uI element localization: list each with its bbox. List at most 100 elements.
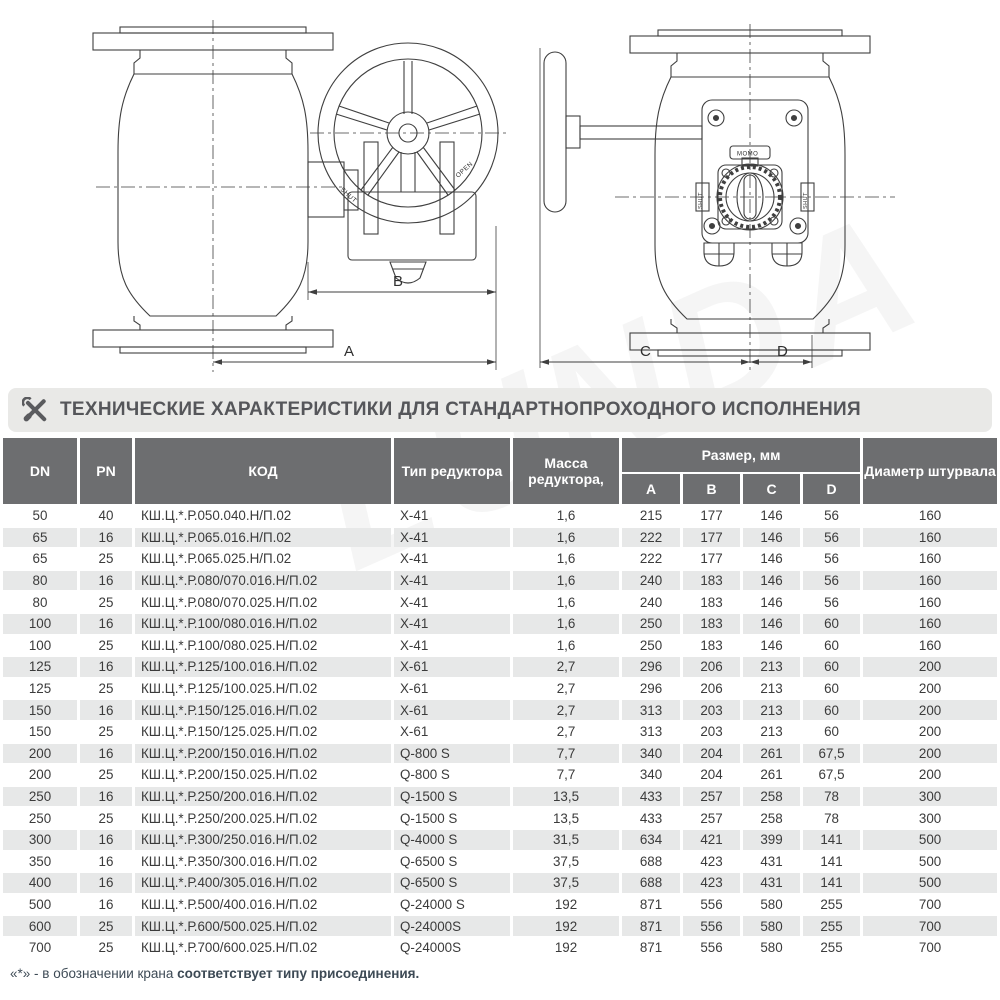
table-row: 80 25 КШ.Ц.*.Р.080/070.025.Н/П.02 X-41 1… [3,592,997,612]
cell-reducer-mass: 13,5 [552,810,580,826]
table-header: DN PN КОД Тип редуктора Масса редуктора,… [3,438,998,504]
footnote: «*» - в обозначении крана соответствует … [10,966,419,981]
col-header-size-a: A [622,474,680,504]
cell-reducer-mass: 37,5 [552,853,580,869]
cell-size-c: 146 [760,508,783,524]
cell-size-b: 556 [700,940,723,956]
cell-reducer-type: X-41 [400,508,429,524]
cell-size-a: 240 [639,594,663,610]
cell-code: КШ.Ц.*.Р.125/100.025.Н/П.02 [141,681,318,697]
cell-handwheel-diameter: 160 [918,594,942,610]
cell-size-b: 206 [700,681,723,697]
cell-reducer-type: X-61 [394,657,510,677]
cell-size-d: 60 [824,724,839,740]
cell-reducer-type: X-61 [400,724,429,740]
cell-reducer-mass: 1,6 [556,594,576,610]
table-row: 125 16 КШ.Ц.*.Р.125/100.016.Н/П.02 X-61 … [3,657,998,677]
cell-reducer-mass: 37,5 [513,873,619,893]
cell-handwheel-diameter: 160 [863,570,998,591]
col-header-handwheel-diameter: Диаметр штурвала [863,438,998,504]
cell-size-c: 580 [760,896,783,912]
cell-reducer-type: Q-1500 S [394,786,510,807]
cell-dn: 80 [32,594,48,610]
cell-code: КШ.Ц.*.Р.080/070.016.Н/П.02 [135,570,391,591]
cell-reducer-type: X-41 [400,594,429,610]
cell-handwheel-diameter: 200 [863,700,998,720]
cell-size-a: 250 [622,613,680,634]
col-header-reducer-type: Тип редуктора [394,438,510,504]
cell-size-c: 213 [760,724,783,740]
cell-size-d: 60 [803,657,861,677]
table-row: 65 25 КШ.Ц.*.Р.065.025.Н/П.02 X-41 1,6 2… [3,549,997,569]
cell-size-b: 204 [683,743,740,764]
cell-code: КШ.Ц.*.Р.250/200.025.Н/П.02 [141,810,318,826]
cell-code: КШ.Ц.*.Р.300/250.016.Н/П.02 [135,829,391,850]
spec-table: DN PN КОД Тип редуктора Масса редуктора,… [0,436,1000,959]
cell-size-d: 141 [803,829,861,850]
cell-size-d: 56 [824,594,839,610]
cell-reducer-type: Q-1500 S [400,810,458,826]
cell-size-d: 56 [824,508,839,524]
cell-reducer-mass: 192 [554,896,578,912]
cell-size-b: 177 [683,527,740,548]
cell-size-a: 634 [622,829,680,850]
cell-dn: 100 [3,613,77,634]
cell-handwheel-diameter: 160 [863,613,998,634]
table-row: 50 40 КШ.Ц.*.Р.050.040.Н/П.02 X-41 1,6 2… [3,506,997,526]
table-row: 150 25 КШ.Ц.*.Р.150/125.025.Н/П.02 X-61 … [3,722,997,742]
cell-size-b: 206 [683,657,740,677]
cell-size-c: 261 [743,743,800,764]
indicator-right-label: SHUT [803,192,809,209]
cell-size-c: 213 [743,657,800,677]
cell-size-c: 146 [743,613,800,634]
cell-dn: 250 [3,786,77,807]
cell-handwheel-diameter: 200 [918,724,942,740]
cell-dn: 65 [3,527,77,548]
cell-dn: 500 [28,896,52,912]
cell-handwheel-diameter: 700 [918,896,942,912]
cell-size-c: 146 [760,551,783,567]
cell-size-d: 60 [803,700,861,720]
cell-pn: 25 [98,724,114,740]
table-row: 300 16 КШ.Ц.*.Р.300/250.016.Н/П.02 Q-400… [3,829,998,850]
cell-dn: 350 [28,853,52,869]
page-title: ТЕХНИЧЕСКИЕ ХАРАКТЕРИСТИКИ ДЛЯ СТАНДАРТН… [60,399,861,420]
table-row: 200 16 КШ.Ц.*.Р.200/150.016.Н/П.02 Q-800… [3,743,998,764]
cell-handwheel-diameter: 160 [863,527,998,548]
cell-size-a: 313 [639,724,663,740]
cell-handwheel-diameter: 300 [863,786,998,807]
cell-size-d: 56 [824,551,839,567]
cell-handwheel-diameter: 700 [918,940,942,956]
cell-code: КШ.Ц.*.Р.150/125.016.Н/П.02 [135,700,391,720]
cell-size-a: 871 [639,896,663,912]
table-row: 80 16 КШ.Ц.*.Р.080/070.016.Н/П.02 X-41 1… [3,570,998,591]
cell-size-c: 399 [743,829,800,850]
table-row: 250 16 КШ.Ц.*.Р.250/200.016.Н/П.02 Q-150… [3,786,998,807]
table-row: 350 16 КШ.Ц.*.Р.350/300.016.Н/П.02 Q-650… [3,852,997,872]
cell-size-a: 240 [622,570,680,591]
cell-dn: 65 [32,551,48,567]
cell-dn: 400 [3,873,77,893]
cell-size-a: 215 [639,508,663,524]
cell-size-d: 67,5 [803,743,861,764]
cell-size-b: 177 [700,508,723,524]
cell-reducer-mass: 2,7 [556,724,576,740]
cell-reducer-type: Q-6500 S [394,873,510,893]
cell-reducer-mass: 1,6 [513,570,619,591]
cell-size-b: 421 [683,829,740,850]
cell-code: КШ.Ц.*.Р.065.016.Н/П.02 [135,527,391,548]
cell-reducer-mass: 2,7 [513,657,619,677]
cell-size-d: 78 [803,786,861,807]
cell-dn: 125 [28,681,52,697]
cell-reducer-mass: 2,7 [556,681,576,697]
cell-size-d: 141 [803,873,861,893]
cell-dn: 150 [3,700,77,720]
cell-reducer-mass: 31,5 [513,829,619,850]
cell-reducer-mass: 7,7 [513,743,619,764]
cell-size-a: 313 [622,700,680,720]
cell-code: КШ.Ц.*.Р.200/150.025.Н/П.02 [141,767,318,783]
cell-code: КШ.Ц.*.Р.100/080.025.Н/П.02 [141,637,318,653]
col-header-size-c: C [743,474,800,504]
cell-reducer-type: Q-800 S [394,743,510,764]
cell-reducer-type: X-41 [394,570,510,591]
